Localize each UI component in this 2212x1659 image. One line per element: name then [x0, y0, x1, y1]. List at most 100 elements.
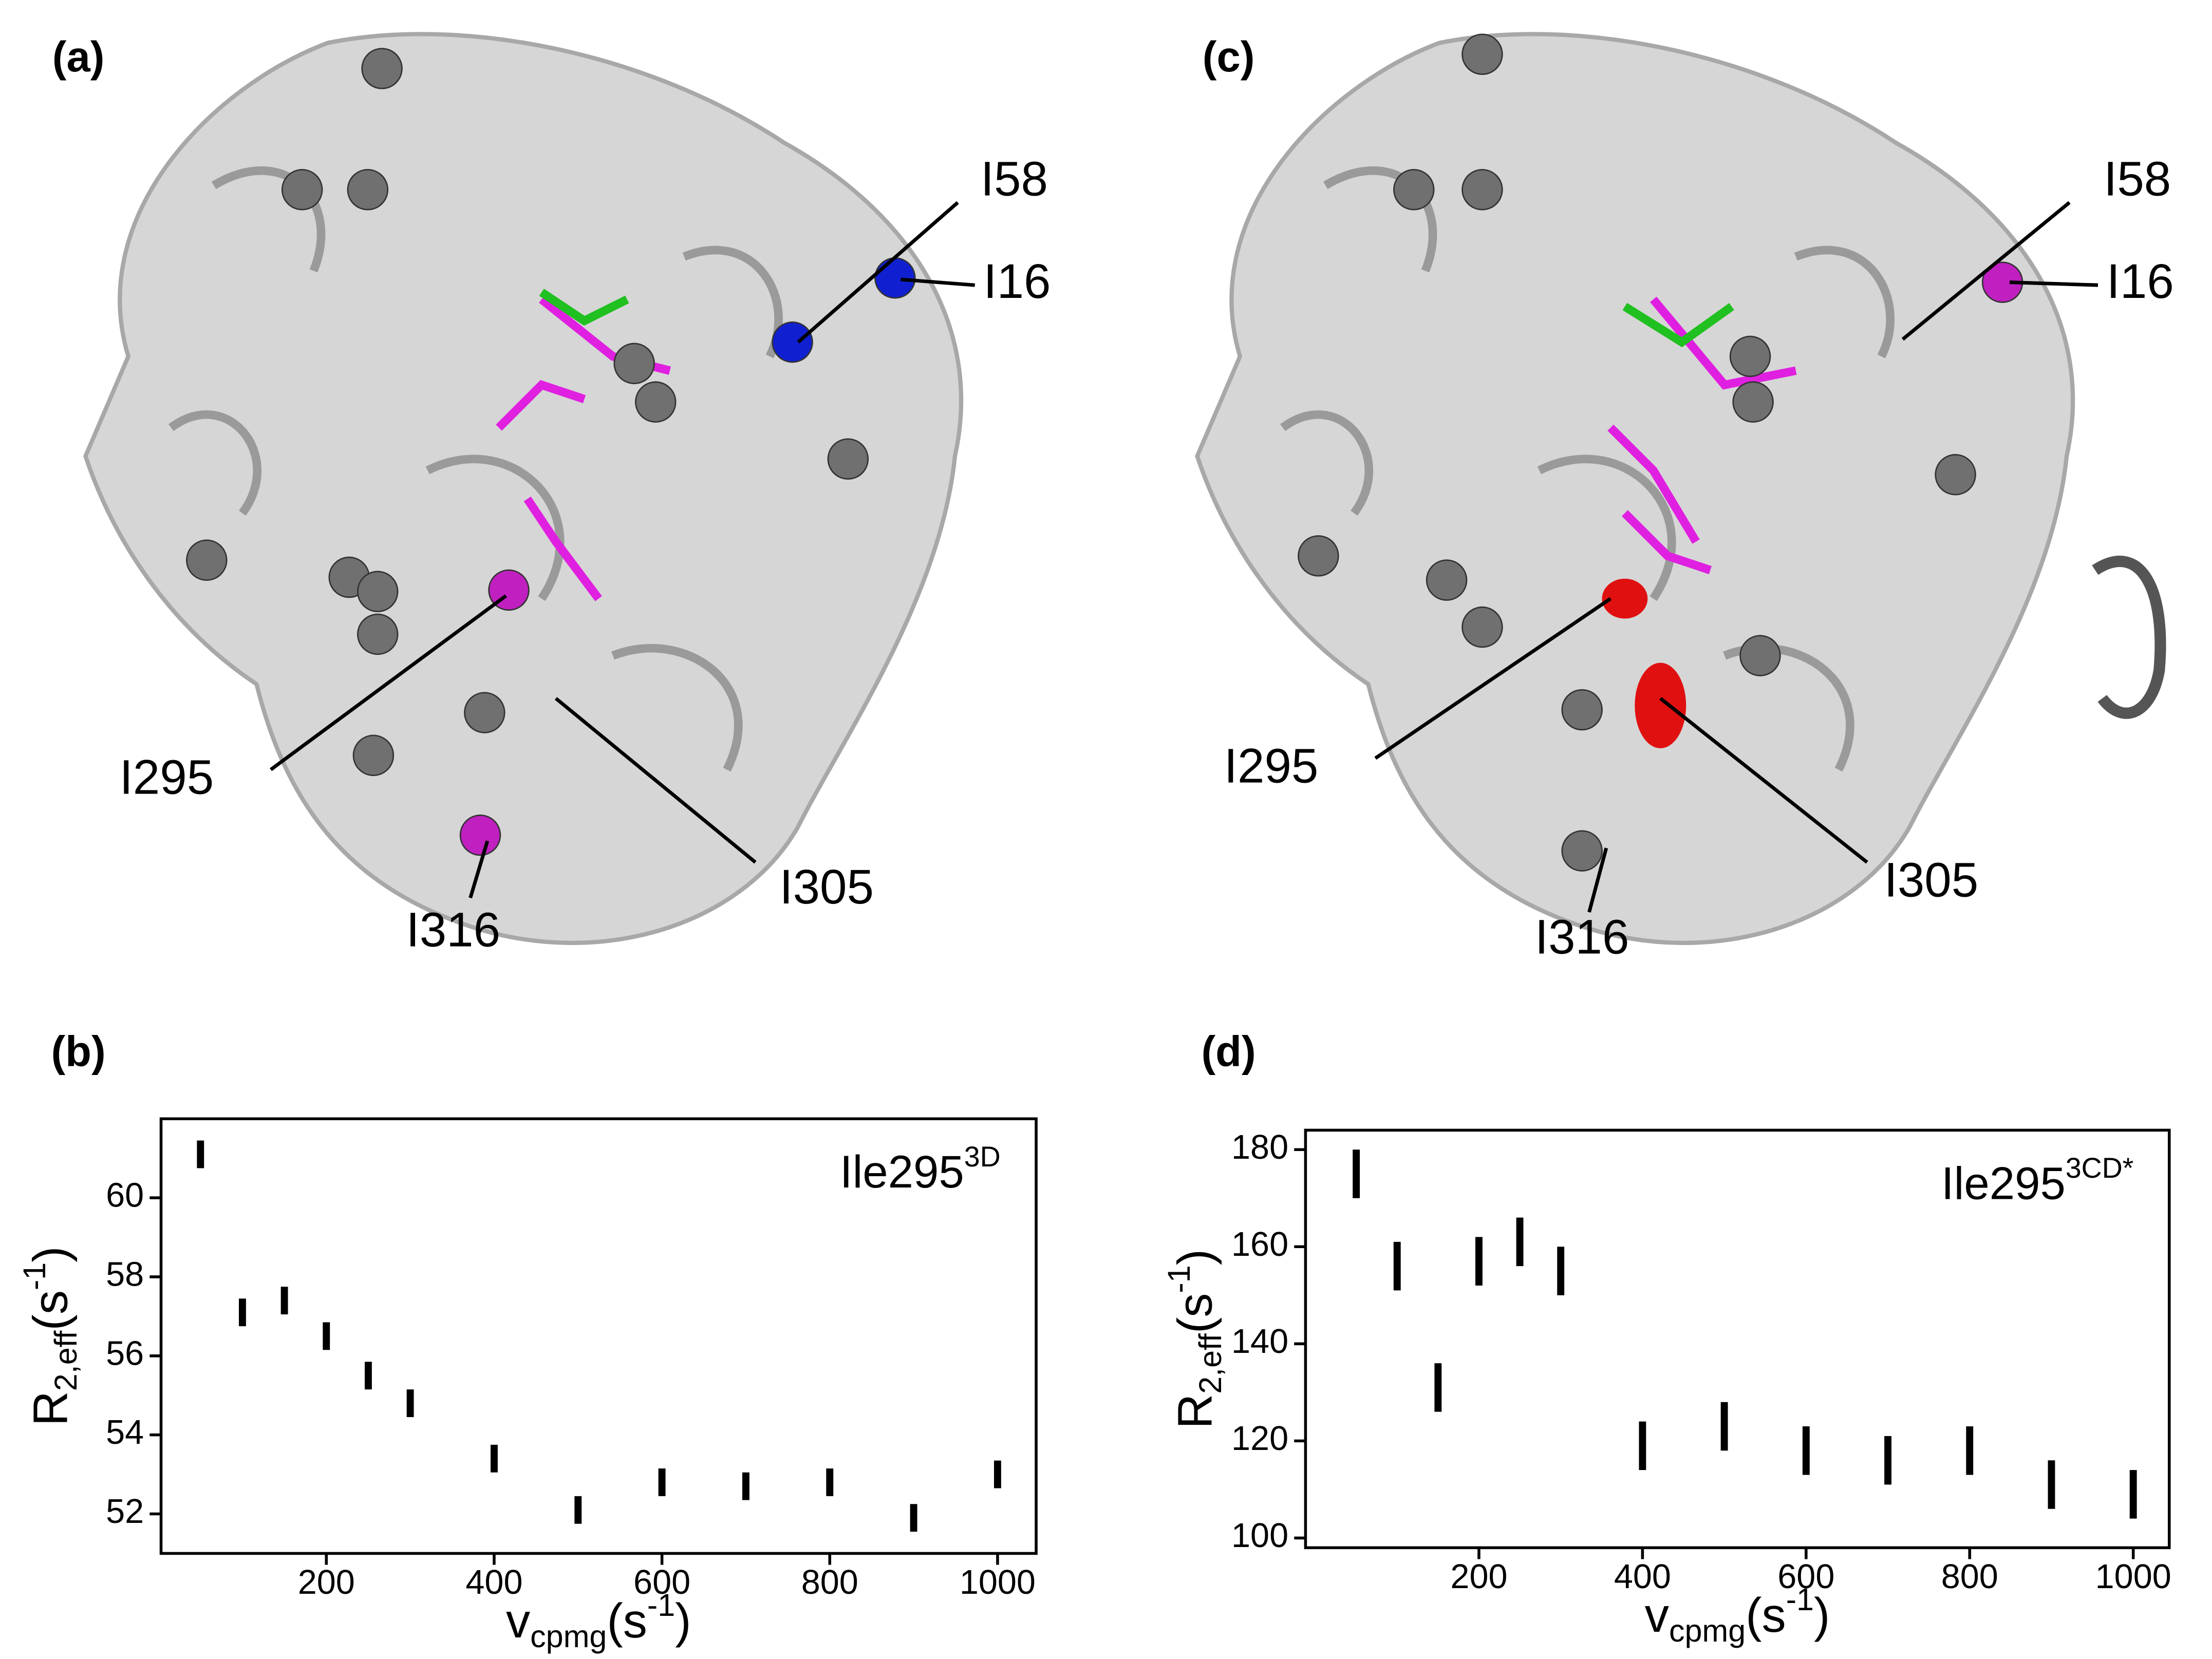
y-tick-label: 140	[1231, 1323, 1288, 1361]
error-bar	[365, 1362, 372, 1390]
label-part: v	[1645, 1588, 1669, 1642]
residue-label: I305	[1884, 853, 1979, 907]
y-axis-label: R2,eff(s-1)	[1161, 1249, 1228, 1429]
residue-label: I16	[983, 254, 1051, 308]
error-bar	[1475, 1237, 1483, 1286]
y-tick-label: 52	[106, 1493, 144, 1531]
leader-line	[468, 840, 490, 899]
y-axis-label: R2,eff(s-1)	[17, 1246, 83, 1426]
error-bar	[1720, 1402, 1728, 1451]
leader-line	[1901, 201, 2071, 341]
error-bar	[280, 1287, 288, 1315]
label-part: Ile295	[840, 1147, 964, 1198]
label-part: )	[23, 1246, 77, 1262]
atom-sphere	[464, 692, 505, 733]
y-tick-label: 58	[106, 1256, 144, 1294]
atom-sphere	[1561, 830, 1603, 872]
protein-structure	[83, 32, 964, 945]
residue-label: I295	[1224, 739, 1319, 793]
error-bar	[1557, 1247, 1565, 1295]
atom-sphere	[1739, 635, 1781, 676]
error-bar	[993, 1460, 1001, 1488]
annotation: Ile2953D	[840, 1141, 1001, 1198]
y-tick-label: 120	[1231, 1420, 1288, 1458]
atom-sphere	[1298, 535, 1339, 577]
residue-label: I58	[2104, 152, 2171, 205]
error-bar	[197, 1140, 204, 1168]
residue-label: I16	[2107, 254, 2174, 308]
label-part: )	[675, 1594, 691, 1648]
highlight	[1602, 578, 1648, 619]
atom-sphere	[1732, 381, 1774, 423]
error-bar	[406, 1389, 414, 1418]
error-bar	[1802, 1426, 1810, 1475]
y-tick-label: 180	[1231, 1128, 1288, 1166]
atom-sphere	[357, 571, 399, 612]
leader-line	[1587, 847, 1608, 913]
residue-label: I316	[406, 902, 500, 956]
error-bar	[1884, 1436, 1891, 1485]
label-part: 3CD*	[2066, 1152, 2134, 1184]
error-bar	[910, 1504, 917, 1532]
label-part: (s	[607, 1594, 647, 1648]
label-part: )	[1168, 1249, 1222, 1265]
y-tick-label: 100	[1231, 1517, 1288, 1555]
residue-label: I58	[981, 152, 1048, 205]
atom-sphere	[635, 381, 677, 423]
atom-sphere	[1461, 33, 1503, 75]
atom-sphere	[1561, 689, 1603, 731]
x-tick-label: 200	[1450, 1558, 1507, 1596]
x-tick-label: 400	[1614, 1558, 1671, 1596]
atom-sphere	[347, 169, 389, 211]
atom-sphere	[827, 438, 869, 480]
x-tick-label: 800	[801, 1563, 858, 1601]
label-part: cpmg	[530, 1619, 607, 1654]
x-tick-label: 1000	[2095, 1558, 2171, 1596]
leader-line	[554, 697, 757, 864]
atom-sphere	[1426, 559, 1468, 601]
label-part: 2,eff	[1193, 1333, 1228, 1394]
leader-line	[1374, 597, 1612, 760]
highlight	[1635, 663, 1686, 748]
y-tick-label: 60	[106, 1177, 144, 1215]
x-tick-label: 400	[465, 1563, 522, 1601]
leader-line	[270, 594, 508, 771]
atoms	[186, 33, 1976, 872]
leader-line	[797, 201, 959, 344]
label-part: -1	[1786, 1582, 1814, 1617]
y-tick-label: 56	[106, 1334, 144, 1372]
error-bar	[1516, 1217, 1524, 1267]
residue-label: I305	[779, 860, 874, 914]
atom-sphere	[186, 539, 228, 581]
atom-sphere	[357, 613, 399, 655]
atom-sphere	[1461, 606, 1503, 648]
panel-label: (a)	[52, 33, 105, 81]
residue-label: I316	[1535, 910, 1629, 964]
plot-frame	[159, 1117, 1038, 1555]
error-bar	[658, 1468, 666, 1496]
error-bar	[1353, 1149, 1360, 1198]
error-bar	[1966, 1426, 1974, 1475]
atom-sphere	[459, 814, 501, 856]
atom-sphere	[772, 321, 813, 363]
x-axis-label: vcpmg(s-1)	[506, 1588, 691, 1654]
error-bar	[1434, 1363, 1442, 1412]
error-bar	[1639, 1421, 1646, 1471]
error-bar	[742, 1472, 749, 1500]
error-bar	[574, 1496, 582, 1524]
atom-sphere	[1935, 454, 1976, 496]
x-tick-label: 600	[1777, 1558, 1834, 1596]
annotation: Ile2953CD*	[1941, 1152, 2133, 1209]
label-part: 3D	[964, 1141, 1001, 1173]
x-axis-label: vcpmg(s-1)	[1645, 1582, 1830, 1648]
atom-sphere	[281, 169, 323, 211]
error-bar	[491, 1444, 498, 1473]
x-tick-label: 1000	[960, 1563, 1036, 1601]
atom-sphere	[1393, 169, 1435, 211]
plot-frame	[1304, 1128, 2171, 1550]
x-tick-label: 200	[298, 1563, 355, 1601]
protein-structure	[1195, 32, 2166, 945]
label-part: cpmg	[1669, 1613, 1746, 1648]
label-part: v	[506, 1594, 530, 1648]
